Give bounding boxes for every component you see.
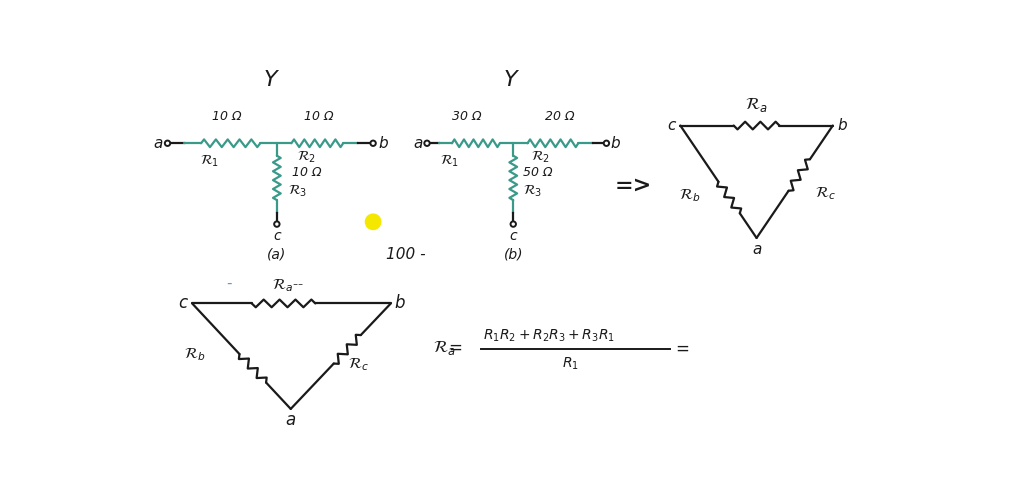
- Text: $\mathcal{R}_2$: $\mathcal{R}_2$: [297, 149, 315, 165]
- Text: 10 Ω: 10 Ω: [212, 110, 242, 123]
- Text: b: b: [395, 294, 406, 312]
- Text: Y: Y: [504, 70, 517, 90]
- Text: Y: Y: [264, 70, 278, 90]
- Text: $R_1$: $R_1$: [562, 356, 579, 372]
- Text: =: =: [447, 338, 462, 356]
- Text: $\mathcal{R}_c$: $\mathcal{R}_c$: [815, 185, 836, 202]
- Text: 30 Ω: 30 Ω: [453, 110, 482, 123]
- Text: $\mathcal{R}_c$: $\mathcal{R}_c$: [348, 357, 369, 373]
- Text: 10 Ω: 10 Ω: [292, 165, 322, 179]
- Text: $R_1R_2 + R_2R_3 + R_3R_1$: $R_1R_2 + R_2R_3 + R_3R_1$: [483, 327, 615, 344]
- Text: $\mathcal{R}_b$: $\mathcal{R}_b$: [183, 346, 205, 364]
- Text: $\mathcal{R}_1$: $\mathcal{R}_1$: [201, 153, 219, 169]
- Text: (b): (b): [504, 248, 523, 262]
- Text: c: c: [668, 118, 676, 133]
- Text: b: b: [611, 136, 621, 151]
- Circle shape: [366, 214, 381, 229]
- Text: $\mathcal{R}_a$--: $\mathcal{R}_a$--: [272, 277, 304, 294]
- Text: 100 -: 100 -: [386, 247, 426, 262]
- Text: b: b: [838, 118, 847, 133]
- Text: $\mathcal{R}_2$: $\mathcal{R}_2$: [530, 149, 550, 165]
- Text: $\mathcal{R}_3$: $\mathcal{R}_3$: [289, 183, 308, 199]
- Text: c: c: [273, 229, 281, 243]
- Text: b: b: [378, 136, 388, 151]
- Circle shape: [604, 141, 609, 146]
- Text: =>: =>: [614, 175, 652, 197]
- Text: a: a: [752, 242, 761, 257]
- Circle shape: [274, 222, 280, 227]
- Text: 50 Ω: 50 Ω: [523, 165, 553, 179]
- Circle shape: [371, 141, 376, 146]
- Text: $\mathcal{R}_a$: $\mathcal{R}_a$: [433, 338, 456, 357]
- Text: 10 Ω: 10 Ω: [304, 110, 334, 123]
- Text: $\mathcal{R}_a$: $\mathcal{R}_a$: [745, 95, 768, 114]
- Circle shape: [424, 141, 430, 146]
- Text: c: c: [509, 229, 517, 243]
- Text: a: a: [413, 136, 423, 151]
- Text: $\mathcal{R}_b$: $\mathcal{R}_b$: [679, 187, 700, 204]
- Text: (a): (a): [267, 248, 287, 262]
- Text: c: c: [178, 294, 187, 312]
- Text: $\mathcal{R}_1$: $\mathcal{R}_1$: [440, 153, 460, 169]
- Text: -: -: [226, 276, 231, 291]
- Text: =: =: [676, 340, 689, 358]
- Circle shape: [511, 222, 516, 227]
- Text: 20 Ω: 20 Ω: [545, 110, 574, 123]
- Text: a: a: [154, 136, 163, 151]
- Text: a: a: [286, 411, 296, 429]
- Circle shape: [165, 141, 170, 146]
- Text: $\mathcal{R}_3$: $\mathcal{R}_3$: [523, 183, 543, 199]
